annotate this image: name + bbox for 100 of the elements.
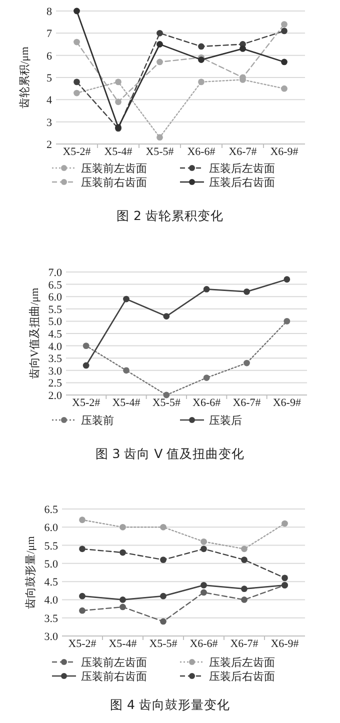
point bbox=[244, 360, 250, 366]
text: 图 2 齿轮累积变化 bbox=[116, 208, 224, 223]
point bbox=[156, 58, 163, 66]
y-tick-label: 4.5 bbox=[48, 328, 62, 340]
point bbox=[282, 520, 288, 527]
y-tick-label: 3.0 bbox=[44, 631, 58, 643]
x-tick-label: X5-5# bbox=[149, 638, 178, 650]
y-tick-label: 2 bbox=[46, 139, 52, 151]
x-tick-label: X6-9# bbox=[270, 146, 299, 158]
x-tick-label: X6-7# bbox=[228, 146, 258, 158]
point bbox=[244, 288, 250, 295]
y-tick-label: 4.0 bbox=[48, 340, 62, 353]
y-axis-title: 齿轮累积/μm bbox=[18, 46, 31, 108]
y-tick-label: 4.0 bbox=[44, 594, 58, 607]
point bbox=[198, 56, 204, 63]
x-tick-label: X6-7# bbox=[232, 397, 262, 409]
point bbox=[123, 367, 130, 374]
y-tick-label: 6.5 bbox=[44, 504, 58, 516]
y-tick-label: 8 bbox=[46, 6, 52, 18]
y-tick-label: 5.5 bbox=[48, 304, 62, 316]
legend-label: 压装后右齿面 bbox=[209, 176, 275, 189]
y-tick-label: 5.5 bbox=[44, 540, 58, 552]
y-tick-label: 3.5 bbox=[48, 353, 62, 366]
point bbox=[282, 574, 288, 582]
point bbox=[79, 607, 86, 614]
y-tick-label: 5.0 bbox=[48, 316, 62, 328]
y-tick-label: 6.5 bbox=[48, 279, 62, 292]
legend-label: 压装前左齿面 bbox=[81, 656, 147, 669]
y-tick-label: 7 bbox=[46, 28, 52, 40]
point bbox=[156, 41, 163, 48]
x-tick-label: X5-4# bbox=[104, 146, 133, 158]
x-tick-label: X5-4# bbox=[112, 397, 141, 409]
x-tick-label: X5-5# bbox=[152, 397, 181, 409]
point bbox=[163, 313, 170, 320]
legend-label: 压装后 bbox=[209, 414, 242, 427]
point bbox=[74, 78, 80, 86]
legend-label: 压装后右齿面 bbox=[209, 670, 275, 683]
y-tick-label: 6.0 bbox=[44, 522, 58, 534]
point bbox=[120, 596, 126, 603]
point bbox=[74, 8, 80, 14]
point bbox=[156, 134, 163, 141]
point bbox=[200, 582, 207, 588]
point bbox=[281, 85, 288, 92]
x-tick-label: X6-9# bbox=[270, 638, 300, 650]
y-tick-label: 5 bbox=[46, 72, 52, 84]
point bbox=[120, 549, 126, 556]
point bbox=[281, 58, 288, 66]
y-axis-title: 齿向V值及扭曲/μm bbox=[28, 287, 41, 380]
legend-label: 压装后左齿面 bbox=[209, 162, 275, 175]
text: 图 4 齿向鼓形量变化 bbox=[110, 697, 230, 712]
point bbox=[160, 592, 166, 600]
point bbox=[241, 596, 248, 603]
point bbox=[284, 276, 290, 283]
point bbox=[163, 392, 170, 398]
x-tick-label: X5-2# bbox=[72, 397, 101, 409]
point bbox=[160, 524, 166, 530]
x-tick-label: X5-2# bbox=[62, 146, 92, 158]
legend-label: 压装前左齿面 bbox=[81, 162, 147, 175]
y-tick-label: 7.0 bbox=[48, 267, 62, 279]
x-tick-label: X6-6# bbox=[192, 397, 222, 409]
point bbox=[156, 30, 163, 36]
x-tick-label: X6-7# bbox=[230, 638, 259, 650]
x-tick-label: X6-6# bbox=[187, 146, 216, 158]
point bbox=[79, 592, 86, 600]
legend-label: 压装后左齿面 bbox=[209, 656, 275, 669]
point bbox=[123, 296, 130, 302]
legend-label: 压装前右齿面 bbox=[81, 670, 147, 683]
point bbox=[241, 586, 248, 592]
point bbox=[79, 546, 86, 552]
point bbox=[160, 556, 166, 563]
y-tick-label: 3.5 bbox=[44, 612, 58, 625]
point bbox=[82, 362, 90, 369]
x-tick-label: X5-2# bbox=[68, 638, 97, 650]
x-tick-label: X6-6# bbox=[190, 638, 218, 650]
point bbox=[120, 604, 126, 610]
y-tick-label: 4.5 bbox=[44, 576, 58, 589]
point bbox=[74, 90, 80, 96]
y-tick-label: 5.0 bbox=[44, 558, 58, 570]
y-tick-label: 2.5 bbox=[48, 378, 62, 390]
x-tick-label: X5-5# bbox=[146, 146, 174, 158]
point bbox=[74, 38, 80, 46]
point bbox=[200, 589, 207, 596]
point bbox=[241, 546, 248, 552]
y-tick-label: 3 bbox=[46, 116, 52, 129]
y-tick-label: 2.0 bbox=[48, 390, 62, 402]
x-tick-label: X6-9# bbox=[272, 397, 302, 409]
x-tick-label: X5-4# bbox=[108, 638, 138, 650]
y-tick-label: 4 bbox=[46, 94, 52, 107]
legend-label: 压装前右齿面 bbox=[81, 176, 147, 189]
point bbox=[115, 98, 122, 106]
y-tick-label: 3.0 bbox=[48, 365, 62, 378]
y-axis-title: 齿向鼓形量/μm bbox=[24, 536, 37, 609]
point bbox=[79, 516, 86, 524]
point bbox=[198, 78, 204, 86]
point bbox=[198, 43, 204, 50]
point bbox=[200, 546, 207, 552]
point bbox=[120, 524, 126, 530]
point bbox=[203, 374, 210, 381]
point bbox=[82, 342, 90, 349]
point bbox=[284, 318, 290, 324]
